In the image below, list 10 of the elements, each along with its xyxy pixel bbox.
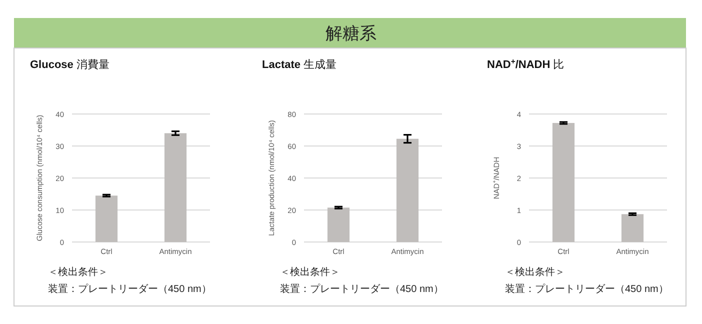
chart-title: Glucose 消費量 — [30, 58, 110, 71]
text: 装置：プレートリーダー（450 nm） — [280, 283, 444, 295]
text: ＜検出条件＞ — [505, 266, 565, 278]
chart-title: NAD$^{+}$/NADH 比 — [487, 56, 564, 71]
text: 装置：プレートリーダー（450 nm） — [48, 283, 212, 295]
text: ＜検出条件＞ — [48, 266, 108, 278]
chart-title: Lactate 生成量 — [262, 58, 337, 71]
text: 装置：プレートリーダー（450 nm） — [505, 283, 668, 295]
text: 解糖系 — [326, 24, 376, 43]
text: ＜検出条件＞ — [280, 266, 340, 278]
